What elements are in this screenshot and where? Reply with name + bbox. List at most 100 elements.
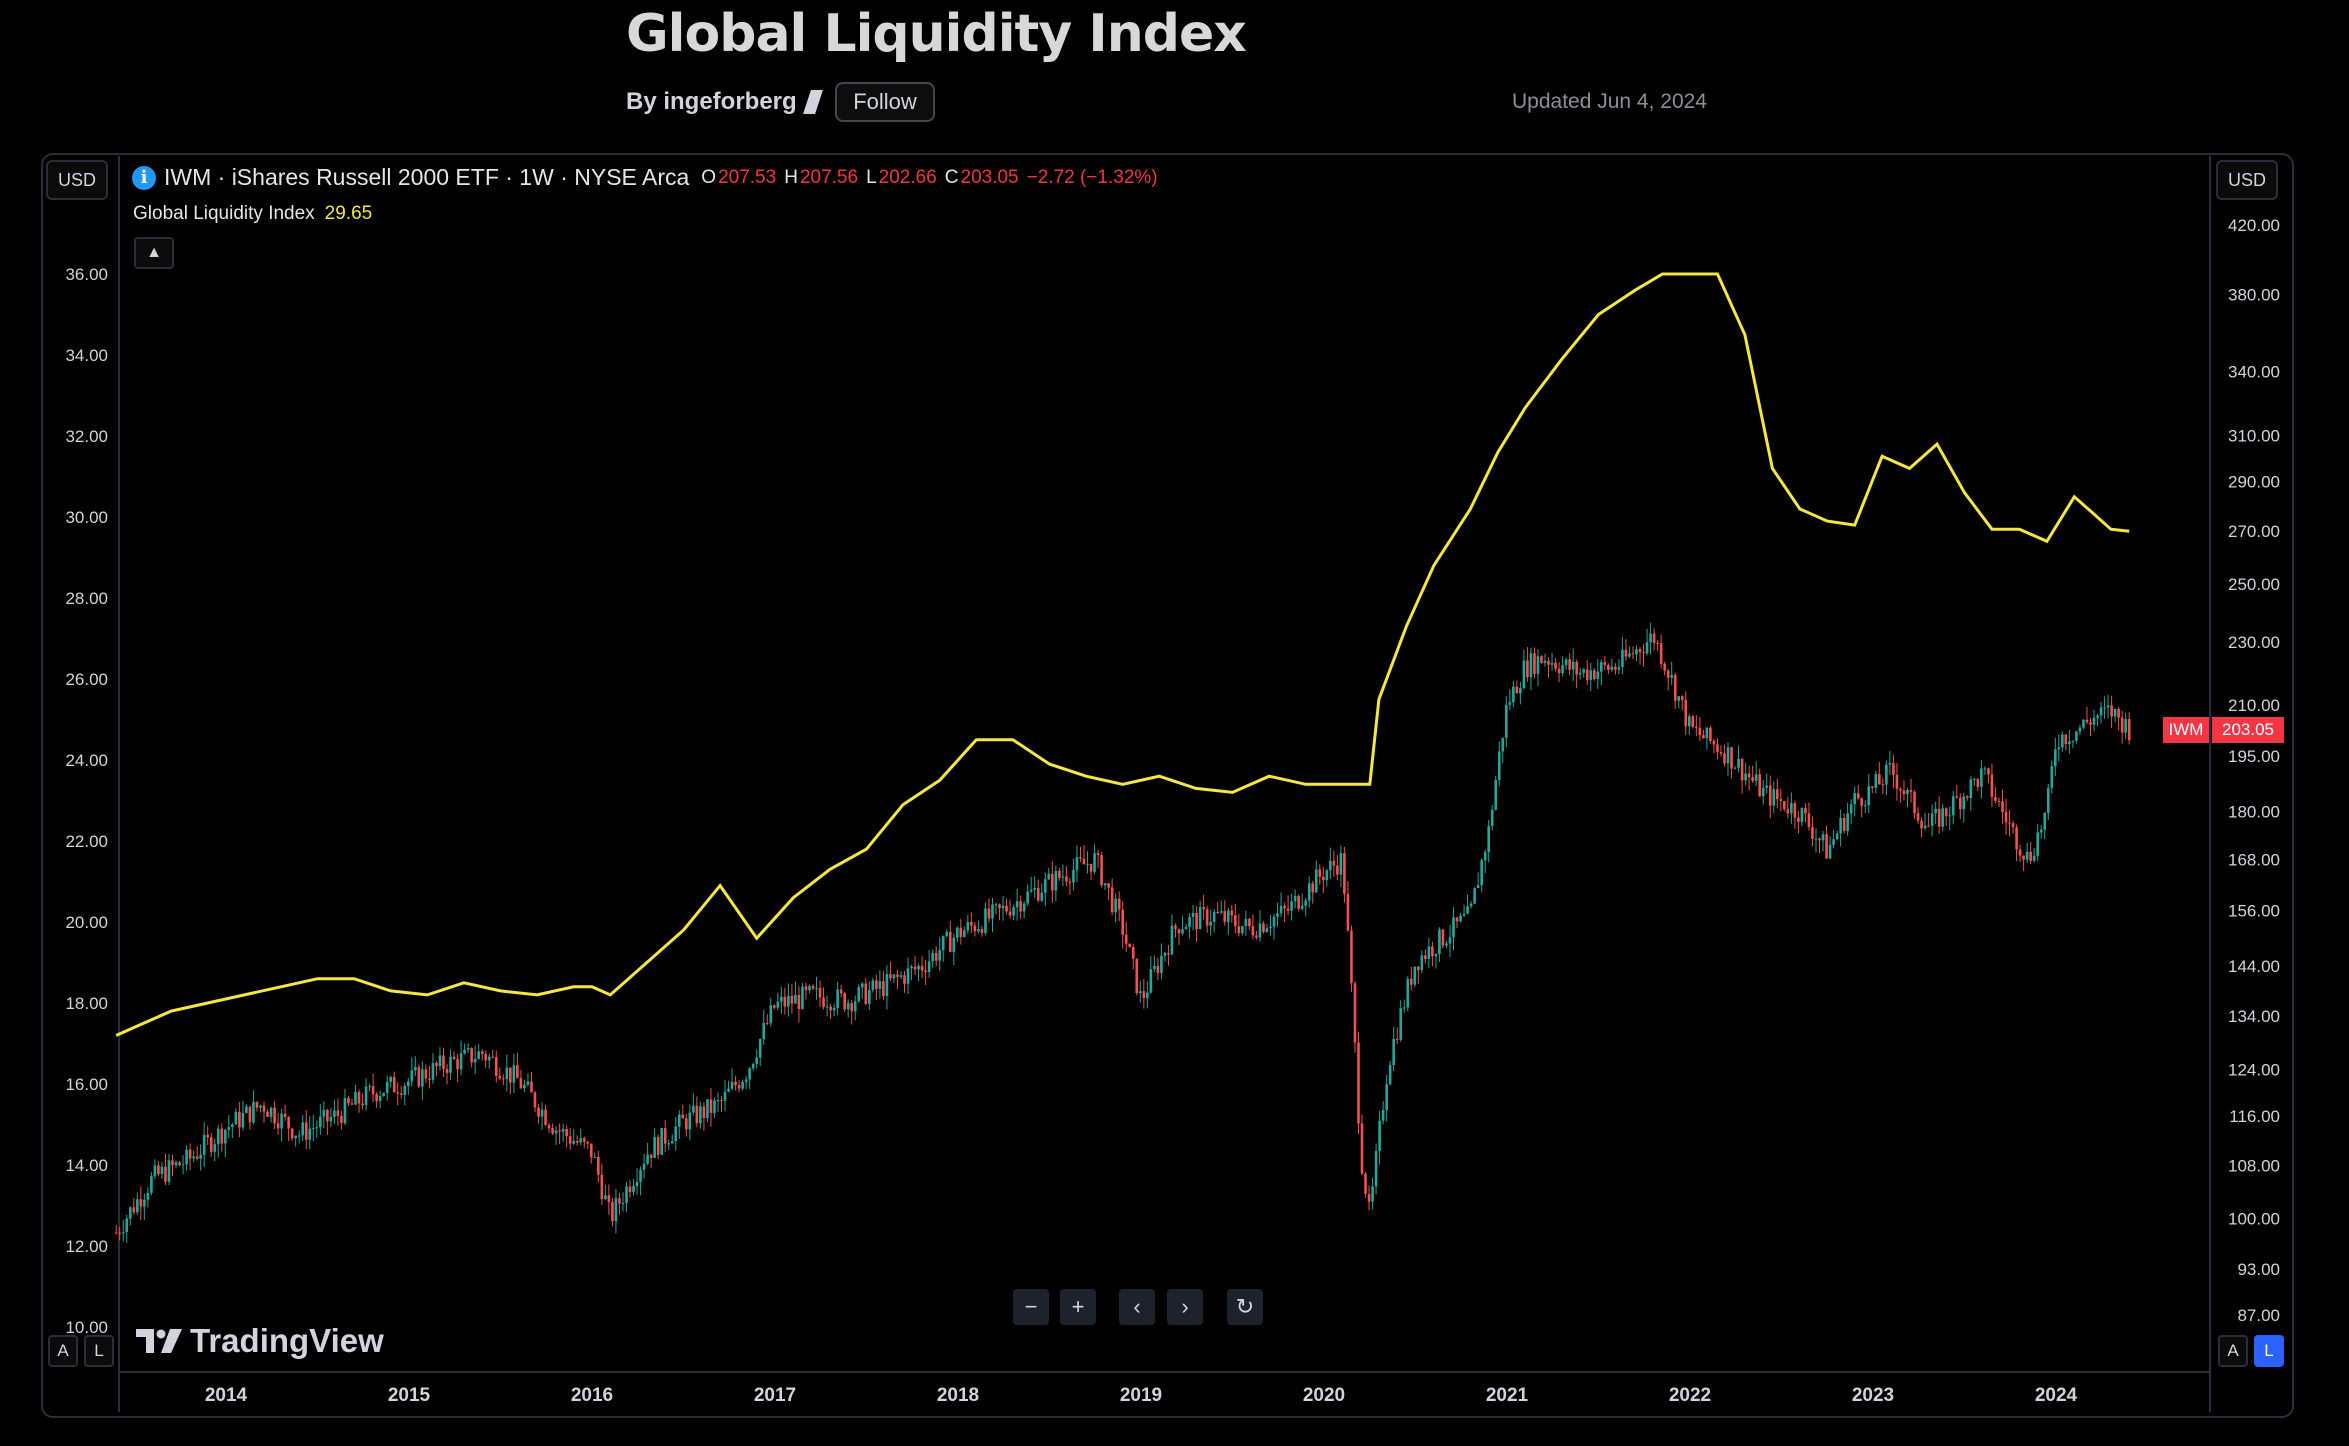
candle-body — [1645, 642, 1649, 654]
candle-body — [860, 983, 864, 988]
follow-button[interactable]: Follow — [835, 82, 935, 122]
scroll-left-button[interactable]: ‹ — [1119, 1289, 1155, 1325]
candle-body — [329, 1116, 333, 1122]
tradingview-logo[interactable]: TradingView — [136, 1322, 384, 1360]
candle-body — [1994, 796, 1997, 801]
candle-body — [533, 1092, 537, 1108]
candle-body — [1818, 838, 1821, 841]
author-name[interactable]: By ingeforberg — [626, 88, 797, 115]
indicator-legend[interactable]: Global Liquidity Index 29.65 — [133, 203, 372, 225]
candle-body — [452, 1056, 456, 1059]
candle-body — [2057, 747, 2061, 750]
candle-body — [114, 1232, 118, 1234]
candle-body — [1610, 666, 1614, 670]
candle-body — [991, 904, 994, 919]
candle-body — [2032, 855, 2036, 861]
candle-body — [1353, 983, 1357, 1043]
candle-body — [1466, 906, 1469, 914]
candle-body — [614, 1198, 618, 1222]
candle-body — [755, 1057, 758, 1064]
candle-body — [1783, 801, 1786, 810]
candle-body — [551, 1128, 554, 1134]
candle-body — [1241, 925, 1244, 934]
candle-body — [311, 1127, 315, 1129]
candle-body — [558, 1130, 561, 1132]
candle-body — [502, 1078, 505, 1080]
candle-body — [1219, 911, 1223, 913]
candle-body — [1790, 803, 1793, 814]
candle-body — [998, 904, 1001, 908]
right-tick-label: 156.00 — [2228, 902, 2280, 921]
info-icon[interactable]: i — [132, 165, 156, 190]
high-key: H — [784, 166, 798, 188]
left-tick-label: 34.00 — [65, 346, 108, 365]
candle-body — [1248, 918, 1251, 927]
scroll-right-button[interactable]: › — [1167, 1289, 1203, 1325]
candle-body — [125, 1218, 129, 1233]
candle-body — [1234, 915, 1237, 927]
author-byline[interactable]: By ingeforberg — [626, 88, 823, 116]
candle-body — [1156, 965, 1160, 973]
auto-scale-button-right[interactable]: A — [2218, 1335, 2248, 1367]
candle-body — [769, 1005, 773, 1024]
right-unit-button[interactable]: USD — [2216, 160, 2279, 200]
candle-body — [1895, 774, 1899, 789]
zoom-in-button[interactable]: + — [1060, 1289, 1096, 1325]
candle-body — [1019, 901, 1022, 912]
time-axis[interactable]: 2014 2015 2016 2017 2018 2019 2020 2021 2022 2023… — [205, 1385, 2078, 1406]
candle-body — [984, 908, 987, 933]
candle-body — [734, 1081, 737, 1086]
candle-body — [751, 1063, 755, 1069]
candle-body — [414, 1067, 417, 1071]
right-axis[interactable]: 420.00 380.00 340.00 310.00 290.00 270.00 250.… — [2228, 216, 2280, 1325]
candle-body — [787, 995, 790, 1007]
candle-body — [231, 1124, 234, 1128]
log-scale-button-left[interactable]: L — [84, 1335, 114, 1367]
time-tick-label: 2022 — [1669, 1385, 1711, 1406]
candle-body — [2039, 829, 2043, 833]
candle-body — [540, 1109, 544, 1117]
change-value: −2.72 (−1.32%) — [1026, 166, 1158, 188]
candle-body — [1005, 905, 1008, 912]
candle-body — [1100, 855, 1103, 886]
candle-body — [1040, 892, 1044, 901]
candle-body — [1909, 789, 1913, 792]
candle-body — [1828, 844, 1832, 859]
chevron-up-icon[interactable]: ▲ — [134, 237, 174, 269]
right-tick-label: 270.00 — [2228, 522, 2280, 541]
log-scale-button-right[interactable]: L — [2254, 1335, 2284, 1367]
candle-body — [491, 1056, 495, 1058]
candle-body — [1374, 1150, 1378, 1187]
candle-body — [589, 1143, 593, 1158]
candle-body — [1251, 926, 1255, 936]
candle-body — [572, 1141, 575, 1144]
auto-scale-button-left[interactable]: A — [48, 1335, 78, 1367]
reset-button[interactable]: ↻ — [1227, 1289, 1263, 1325]
candle-body — [1966, 796, 1969, 799]
candle-body — [586, 1141, 590, 1144]
chart-frame[interactable] — [41, 153, 2294, 1418]
candle-body — [1480, 860, 1483, 886]
candle-body — [1230, 910, 1234, 916]
left-axis[interactable]: 36.00 34.00 32.00 30.00 28.00 26.00 24.00 22.00… — [65, 265, 108, 1337]
candle-body — [297, 1135, 301, 1137]
candle-body — [1726, 747, 1730, 764]
left-tick-label: 28.00 — [65, 589, 108, 608]
candle-body — [1702, 735, 1705, 739]
symbol-title[interactable]: IWM · iShares Russell 2000 ETF · 1W · NY… — [164, 164, 690, 190]
candle-body — [1388, 1065, 1392, 1085]
candle-body — [1160, 955, 1163, 973]
candle-body — [959, 927, 963, 937]
candle-body — [1540, 656, 1543, 663]
candle-body — [174, 1162, 178, 1166]
left-tick-label: 16.00 — [65, 1075, 108, 1094]
left-unit-button[interactable]: USD — [46, 160, 109, 200]
candle-body — [1350, 930, 1353, 984]
candle-body — [544, 1109, 547, 1125]
candle-body — [1184, 927, 1188, 930]
zoom-out-button[interactable]: − — [1013, 1289, 1049, 1325]
candle-body — [530, 1081, 533, 1093]
candle-body — [519, 1078, 523, 1089]
candle-body — [1870, 786, 1874, 788]
